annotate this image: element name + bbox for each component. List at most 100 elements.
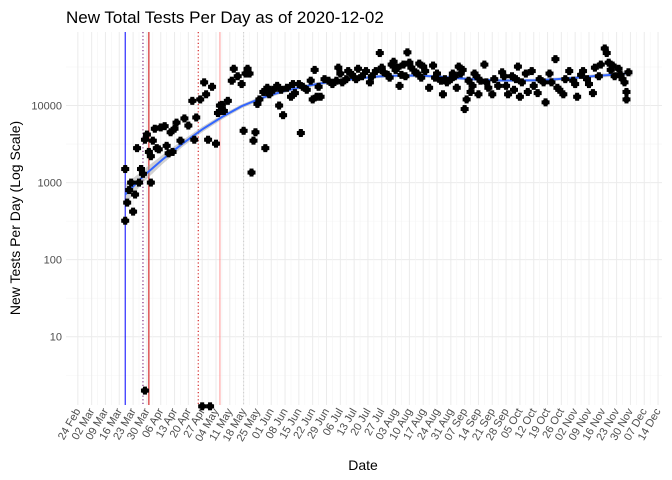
data-point (551, 55, 560, 64)
data-point (462, 95, 471, 104)
data-point (332, 76, 341, 85)
data-point (192, 113, 201, 122)
data-point (135, 178, 144, 187)
data-point (146, 178, 155, 187)
data-point (172, 118, 181, 127)
trend-confidence-band (125, 69, 633, 205)
data-point (375, 49, 384, 58)
data-point (255, 95, 264, 104)
data-point (239, 126, 248, 135)
data-point (263, 83, 272, 92)
data-point (559, 90, 568, 99)
data-point (133, 144, 142, 153)
data-point (466, 87, 475, 96)
data-point (138, 169, 147, 178)
data-point (237, 80, 246, 89)
data-point (527, 67, 536, 76)
data-point (170, 124, 179, 133)
data-point (367, 72, 376, 81)
data-point (334, 63, 343, 72)
data-point (509, 85, 518, 94)
data-point (316, 92, 325, 101)
data-point (204, 135, 213, 144)
data-point (206, 402, 215, 411)
data-point (594, 72, 603, 81)
data-point (395, 81, 404, 90)
data-point (261, 144, 270, 153)
data-point (233, 72, 242, 81)
data-point (121, 165, 130, 174)
data-point (529, 81, 538, 90)
data-point (523, 87, 532, 96)
data-point (249, 136, 258, 145)
data-point (565, 67, 574, 76)
data-point (511, 75, 520, 84)
data-point (211, 139, 220, 148)
data-point (196, 95, 205, 104)
data-point (533, 89, 542, 98)
data-point (385, 73, 394, 82)
chart-title: New Total Tests Per Day as of 2020-12-02 (66, 8, 384, 27)
y-tick-label: 100 (44, 255, 62, 267)
data-point (596, 60, 605, 69)
data-point (490, 75, 499, 84)
reference-lines (124, 32, 245, 405)
data-point (154, 145, 163, 154)
data-point (484, 83, 493, 92)
data-point (602, 49, 611, 58)
data-point (283, 83, 292, 92)
data-point (389, 57, 398, 66)
data-point (460, 105, 469, 114)
data-point (148, 136, 157, 145)
data-point (464, 76, 473, 85)
data-point (547, 78, 556, 87)
data-point (247, 168, 256, 177)
data-point (458, 65, 467, 74)
data-point (361, 67, 370, 76)
data-point (513, 62, 522, 71)
data-point (502, 81, 511, 90)
data-point (517, 78, 526, 87)
data-point (610, 72, 619, 81)
data-point (452, 83, 461, 92)
data-point (622, 95, 631, 104)
data-point (140, 386, 149, 395)
data-point (573, 92, 582, 101)
data-point (121, 216, 130, 225)
data-point (146, 152, 155, 161)
data-point (125, 186, 134, 195)
data-point (468, 81, 477, 90)
data-point (425, 83, 434, 92)
data-point (417, 73, 426, 82)
data-point (306, 76, 315, 85)
data-point (433, 69, 442, 78)
data-point (279, 111, 288, 120)
data-points (121, 44, 633, 411)
data-point (571, 80, 580, 89)
data-point (314, 82, 323, 91)
data-point (561, 75, 570, 84)
data-point (590, 63, 599, 72)
data-point (290, 89, 299, 98)
data-point (421, 67, 430, 76)
y-tick-label: 1000 (38, 178, 62, 190)
data-point (401, 72, 410, 81)
data-point (480, 60, 489, 69)
y-axis-title: New Tests Per Day (Log Scale) (7, 121, 23, 315)
data-point (259, 87, 268, 96)
data-point (213, 109, 222, 118)
data-point (515, 92, 524, 101)
data-point (265, 90, 274, 99)
data-point (371, 67, 380, 76)
y-tick-label: 10000 (31, 101, 62, 113)
data-point (160, 122, 169, 131)
data-point (127, 178, 136, 187)
data-point (474, 90, 483, 99)
data-point (180, 114, 189, 123)
data-point (494, 81, 503, 90)
data-point (219, 106, 228, 115)
data-point (217, 100, 226, 109)
data-point (403, 48, 412, 57)
